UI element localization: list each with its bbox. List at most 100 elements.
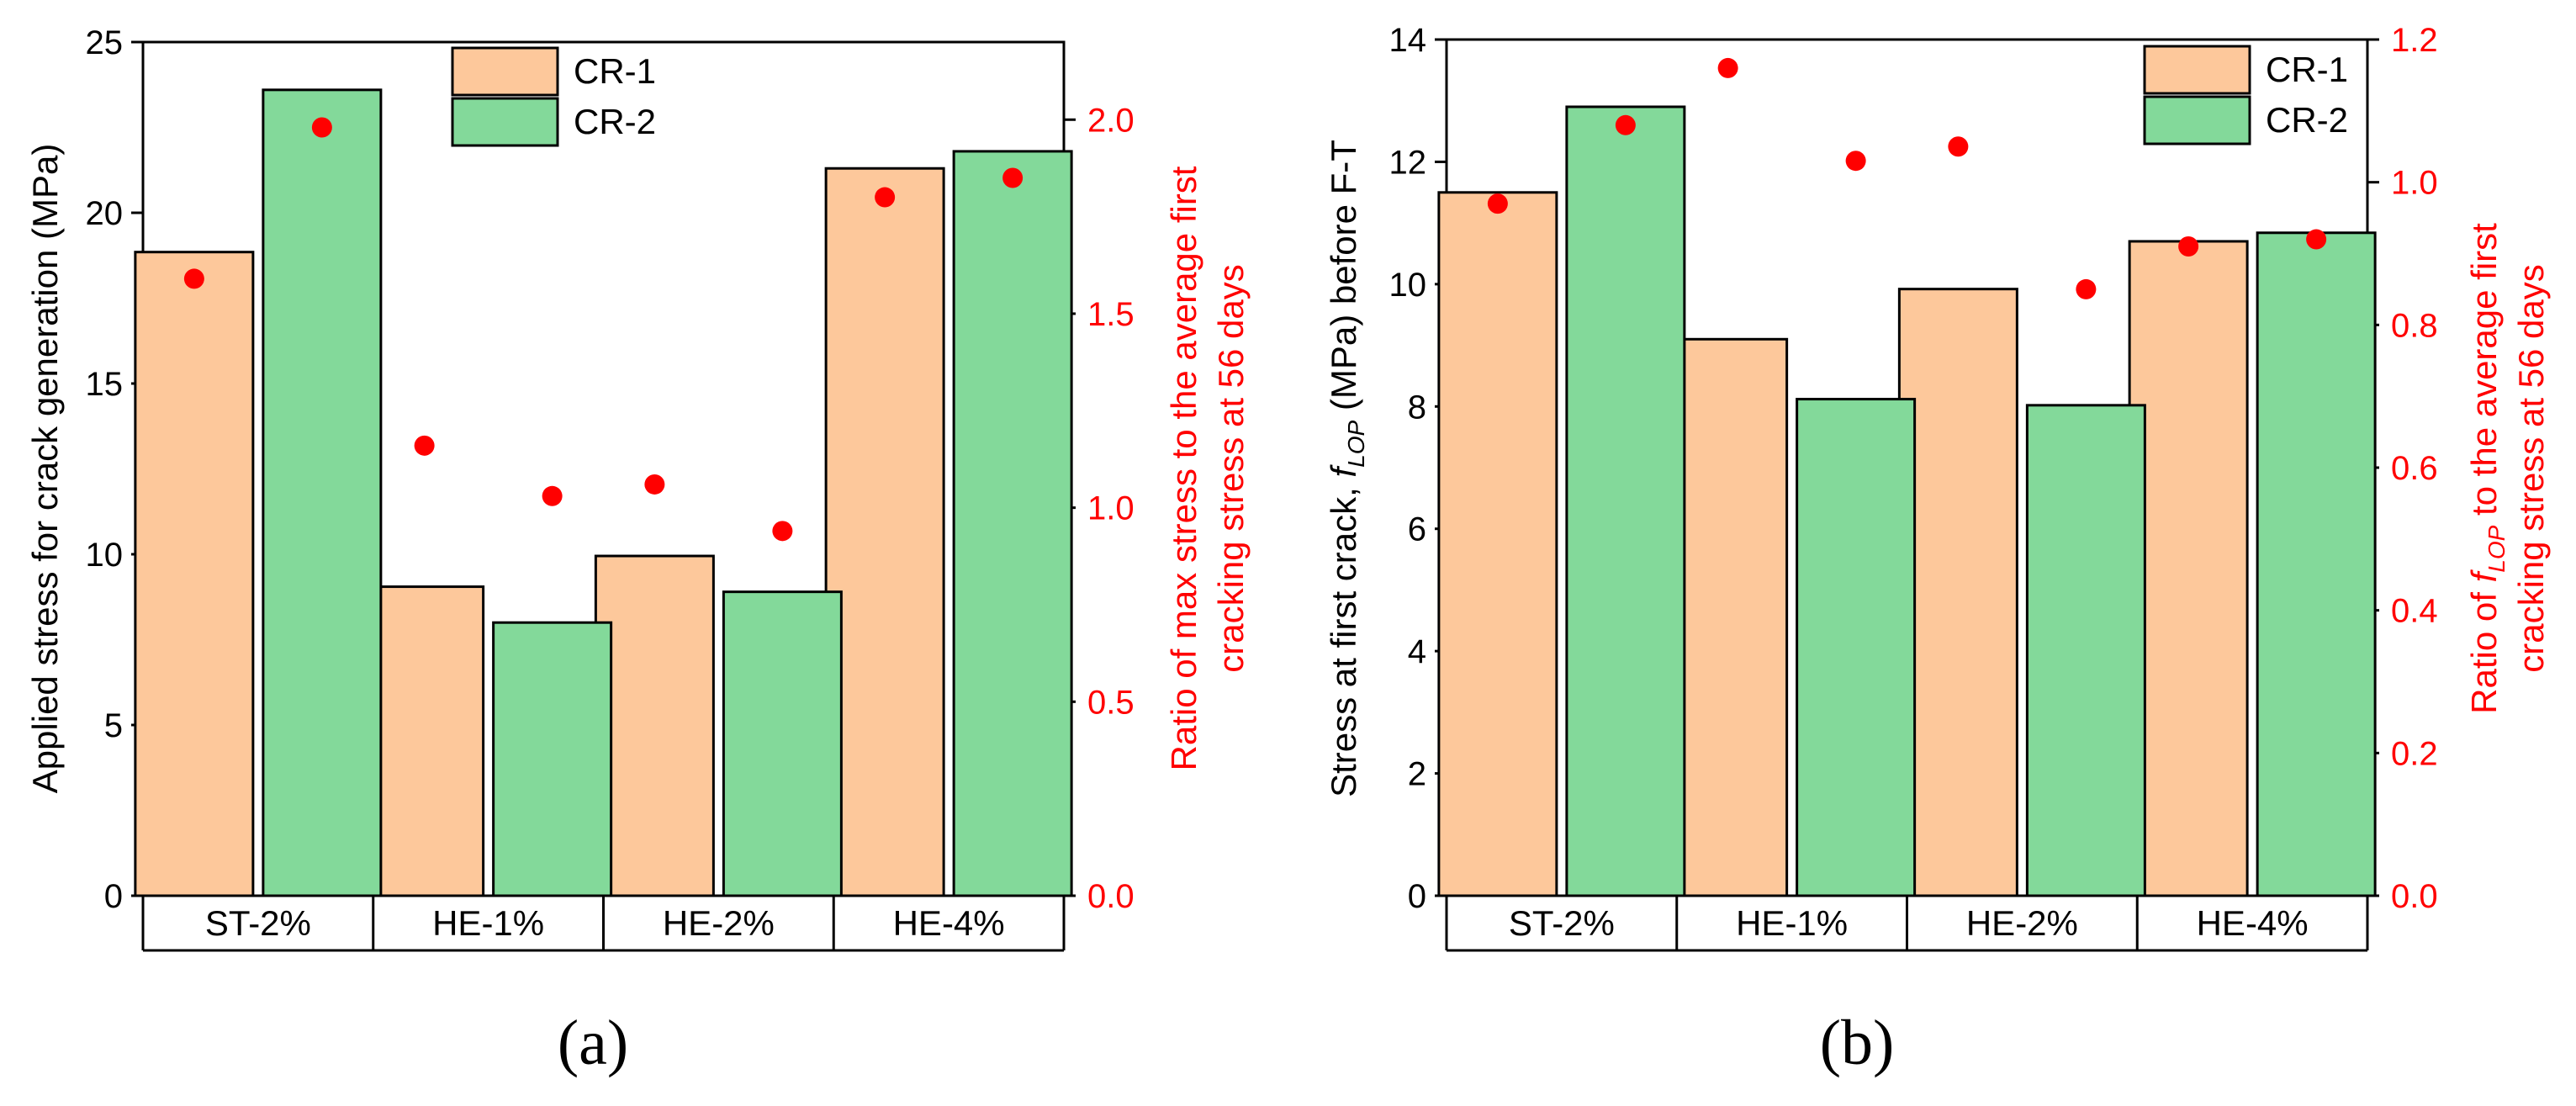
right-tick-label: 0.6	[2391, 450, 2438, 487]
left-tick-label: 25	[86, 24, 124, 61]
bar-cr-1-he-1pct	[1668, 337, 1789, 897]
right-tick-label: 2.0	[1087, 102, 1135, 139]
y-axis-label-b: Stress at first crack, fLOP (MPa) before…	[1324, 140, 1369, 797]
category-labels-a: ST-2% HE-1% HE-2% HE-4%	[205, 896, 1005, 950]
y-axis-label-b-part1: Stress at first crack,	[1324, 478, 1363, 797]
bar-cr-1-st-2pct	[1437, 191, 1558, 897]
left-tick-label: 8	[1408, 389, 1426, 426]
left-tick-label: 15	[86, 366, 124, 403]
panel-b: 0 2 4 6 8 10 12 14 0.0 0.2 0.4 0.6 0.8 1.0 1.2 ST-2% H…	[1324, 22, 2551, 1078]
secondary-y-axis-label-a-line1: Ratio of max stress to the average first	[1164, 166, 1203, 770]
ratio-point-cr2-st-2pct	[1615, 114, 1636, 135]
secondary-y-axis-label-b-line2: cracking stress at 56 days	[2511, 264, 2551, 673]
bar-cr-2-he-2pct	[2025, 404, 2146, 897]
y-axis-label-b-part2: (MPa) before F-T	[1324, 140, 1363, 421]
secondary-label-b-part2: to the average first	[2464, 223, 2504, 526]
right-tick-label: 1.0	[1087, 490, 1135, 527]
legend-swatch-cr1-a	[451, 46, 559, 97]
right-tick-label: 0.8	[2391, 307, 2438, 344]
left-tick-label: 2	[1408, 756, 1426, 793]
legend-label-cr2-b: CR-2	[2266, 100, 2348, 140]
ratio-point-cr2-he-1pct	[1845, 151, 1866, 172]
bar-cr-1-he-4pct	[824, 167, 945, 897]
right-tick-label: 0.5	[1087, 684, 1135, 721]
left-tick-label: 6	[1408, 511, 1426, 548]
right-tick-label: 1.2	[2391, 22, 2438, 59]
ratio-point-cr1-he-4pct	[2178, 236, 2199, 257]
ratio-point-cr1-he-2pct	[644, 474, 665, 495]
left-tick-label: 10	[1389, 267, 1427, 304]
bar-cr-2-he-2pct	[722, 590, 843, 897]
right-tick-label: 0.4	[2391, 593, 2438, 630]
ratio-point-cr2-st-2pct	[311, 117, 332, 138]
secondary-label-b-part1: Ratio of	[2464, 582, 2504, 713]
bars-a	[134, 88, 1073, 897]
legend-swatch-cr2-b	[2143, 95, 2251, 146]
right-tick-label: 0.0	[1087, 878, 1135, 915]
bar-cr-2-st-2pct	[1565, 105, 1686, 897]
ratio-point-cr2-he-4pct	[2306, 229, 2327, 250]
ratio-points-a	[183, 117, 1024, 542]
category-label: HE-1%	[1736, 903, 1848, 943]
left-tick-label: 14	[1389, 22, 1427, 59]
left-tick-label: 20	[86, 195, 124, 232]
legend-label-cr1-a: CR-1	[574, 51, 656, 91]
bar-cr-1-he-1pct	[364, 585, 485, 897]
ratio-point-cr2-he-2pct	[2076, 278, 2097, 299]
ratio-point-cr1-st-2pct	[1487, 193, 1508, 214]
y-axis-label-b-subscript: LOP	[1343, 420, 1369, 467]
bar-cr-1-he-4pct	[2128, 240, 2249, 897]
category-label: HE-2%	[1966, 903, 2078, 943]
category-labels-b: ST-2% HE-1% HE-2% HE-4%	[1509, 896, 2309, 950]
secondary-label-b-subscript: LOP	[2483, 525, 2510, 572]
legend-swatch-cr2-a	[451, 97, 559, 147]
bar-cr-1-he-2pct	[594, 554, 715, 897]
ratio-point-cr1-st-2pct	[183, 268, 204, 289]
right-tick-label: 1.0	[2391, 165, 2438, 202]
category-label: ST-2%	[205, 903, 311, 943]
right-axis-ticks-b: 0.0 0.2 0.4 0.6 0.8 1.0 1.2	[2367, 22, 2438, 915]
category-label: ST-2%	[1509, 903, 1615, 943]
ratio-points-b	[1487, 57, 2327, 299]
bar-cr-2-he-1pct	[492, 621, 613, 897]
ratio-point-cr1-he-2pct	[1948, 136, 1969, 157]
right-tick-label: 0.0	[2391, 878, 2438, 915]
bar-cr-2-he-1pct	[1796, 398, 1917, 897]
bar-cr-1-he-2pct	[1897, 288, 2018, 897]
ratio-point-cr1-he-1pct	[414, 435, 435, 456]
panel-label-b: (b)	[1820, 1008, 1895, 1078]
category-label: HE-2%	[663, 903, 775, 943]
bar-cr-2-he-4pct	[952, 150, 1073, 897]
right-axis-ticks-a: 0.0 0.5 1.0 1.5 2.0	[1064, 102, 1135, 915]
secondary-y-axis-label-a-line2: cracking stress at 56 days	[1211, 264, 1251, 673]
left-tick-label: 0	[104, 878, 123, 915]
right-tick-label: 1.5	[1087, 296, 1135, 333]
bar-cr-2-st-2pct	[262, 88, 383, 897]
left-tick-label: 12	[1389, 144, 1427, 181]
legend-label-cr1-b: CR-1	[2266, 50, 2348, 89]
y-axis-label-a: Applied stress for crack generation (MPa…	[25, 144, 65, 794]
bars-b	[1437, 105, 2377, 897]
left-tick-label: 10	[86, 537, 124, 574]
left-tick-label: 4	[1408, 633, 1426, 670]
right-tick-label: 0.2	[2391, 735, 2438, 772]
ratio-point-cr2-he-2pct	[772, 521, 793, 542]
bar-cr-2-he-4pct	[2256, 231, 2377, 897]
category-label: HE-4%	[2197, 903, 2309, 943]
left-axis-ticks-a: 0 5 10 15 20 25	[86, 24, 143, 915]
ratio-point-cr2-he-4pct	[1002, 167, 1024, 188]
legend-swatch-cr1-b	[2143, 45, 2251, 95]
left-tick-label: 5	[104, 707, 123, 744]
legend-a: CR-1 CR-2	[451, 46, 656, 147]
panel-label-a: (a)	[558, 1008, 628, 1078]
category-label: HE-4%	[893, 903, 1005, 943]
legend-b: CR-1 CR-2	[2143, 45, 2348, 146]
ratio-point-cr2-he-1pct	[542, 485, 563, 506]
ratio-point-cr1-he-1pct	[1717, 57, 1738, 78]
panel-a: 0 5 10 15 20 25 0.0 0.5 1.0 1.5 2.0 ST-2% HE-1% HE-…	[25, 24, 1251, 1078]
legend-label-cr2-a: CR-2	[574, 102, 656, 141]
ratio-point-cr1-he-4pct	[875, 187, 896, 208]
bar-cr-1-st-2pct	[134, 251, 255, 897]
left-tick-label: 0	[1408, 878, 1426, 915]
